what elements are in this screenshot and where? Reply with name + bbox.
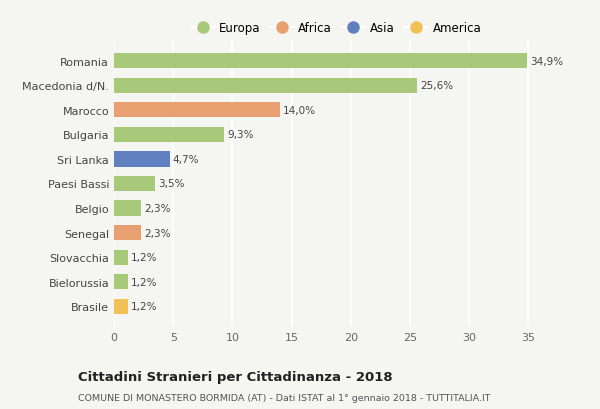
Bar xyxy=(114,128,224,143)
Text: 9,3%: 9,3% xyxy=(227,130,254,140)
Text: 14,0%: 14,0% xyxy=(283,106,316,115)
Bar xyxy=(114,79,417,94)
Text: 3,5%: 3,5% xyxy=(158,179,185,189)
Text: 4,7%: 4,7% xyxy=(173,155,199,164)
Bar xyxy=(114,152,170,167)
Bar xyxy=(114,274,128,290)
Text: 25,6%: 25,6% xyxy=(420,81,453,91)
Text: 1,2%: 1,2% xyxy=(131,301,158,312)
Bar xyxy=(114,103,280,118)
Bar xyxy=(114,250,128,265)
Text: 1,2%: 1,2% xyxy=(131,253,158,263)
Text: 2,3%: 2,3% xyxy=(144,204,170,213)
Bar xyxy=(114,225,141,240)
Bar xyxy=(114,299,128,314)
Text: 2,3%: 2,3% xyxy=(144,228,170,238)
Bar xyxy=(114,176,155,192)
Text: Cittadini Stranieri per Cittadinanza - 2018: Cittadini Stranieri per Cittadinanza - 2… xyxy=(78,370,392,383)
Bar xyxy=(114,54,527,69)
Text: COMUNE DI MONASTERO BORMIDA (AT) - Dati ISTAT al 1° gennaio 2018 - TUTTITALIA.IT: COMUNE DI MONASTERO BORMIDA (AT) - Dati … xyxy=(78,393,491,402)
Text: 1,2%: 1,2% xyxy=(131,277,158,287)
Legend: Europa, Africa, Asia, America: Europa, Africa, Asia, America xyxy=(187,18,485,38)
Text: 34,9%: 34,9% xyxy=(530,56,563,67)
Bar xyxy=(114,201,141,216)
